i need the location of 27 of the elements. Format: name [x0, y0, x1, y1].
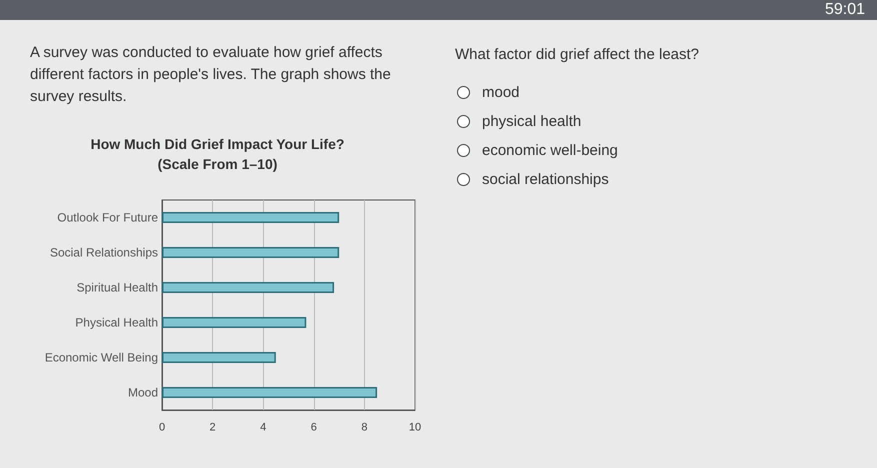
x-tick-label: 4 — [260, 422, 266, 434]
x-tick-label: 8 — [361, 422, 368, 434]
x-tick-label: 10 — [408, 422, 422, 434]
bar — [162, 352, 276, 363]
bar — [162, 317, 306, 328]
text: mood — [482, 84, 520, 101]
y-tick-label: Economic Well Being — [44, 350, 158, 364]
text: A survey was conducted to evaluate how grief affects different factors in people's lives. The graph shows the survey results. — [30, 43, 392, 107]
bar — [162, 282, 334, 293]
x-tick-label: 0 — [158, 422, 166, 434]
text: economic well-being — [482, 142, 618, 159]
text: What factor did grief affect the least? — [455, 46, 700, 63]
chart-subtitle: (Scale From 1–10) — [158, 156, 278, 172]
bar — [162, 387, 378, 398]
y-tick-label: Outlook For Future — [57, 210, 158, 224]
y-tick-label: Physical Health — [75, 316, 158, 330]
text: 59:01 — [0, 0, 877, 20]
bar — [162, 212, 340, 223]
text: social relationships — [482, 171, 609, 188]
bar — [162, 247, 340, 258]
chart-title: How Much Did Grief Impact Your Life? — [90, 136, 344, 152]
text: physical health — [482, 113, 582, 130]
y-tick-label: Mood — [128, 386, 158, 400]
x-tick-label: 6 — [310, 422, 317, 434]
y-tick-label: Spiritual Health — [76, 280, 158, 294]
x-tick-label: 2 — [210, 422, 216, 434]
y-tick-label: Social Relationships — [50, 246, 158, 260]
